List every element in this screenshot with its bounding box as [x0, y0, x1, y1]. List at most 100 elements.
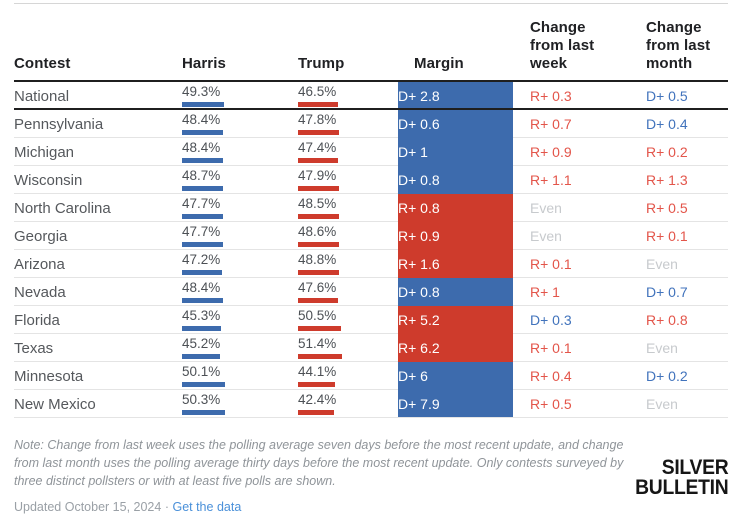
change-month-cell: R+ 0.5	[646, 194, 728, 222]
margin-badge: D+ 0.8	[398, 166, 513, 194]
get-the-data-link[interactable]: Get the data	[172, 499, 242, 514]
contest-name: Arizona	[14, 255, 65, 273]
change-week-value: R+ 0.1	[530, 256, 572, 272]
table-row: New Mexico 50.3% 42.4% D+ 7.9 R+ 0.5 Eve…	[14, 390, 728, 418]
table-row: National 49.3% 46.5% D+ 2.8 R+ 0.3 D+ 0.…	[14, 82, 728, 110]
trump-percentage: 47.6%	[298, 280, 337, 295]
harris-percentage: 50.1%	[182, 364, 221, 379]
change-month-cell: R+ 0.1	[646, 222, 728, 250]
table-row: Georgia 47.7% 48.6% R+ 0.9 Even R+ 0.1	[14, 222, 728, 250]
trump-cell: 51.4%	[298, 334, 398, 362]
change-week-value: R+ 1	[530, 284, 560, 300]
trump-bar	[298, 410, 334, 415]
change-month-value: D+ 0.5	[646, 88, 688, 104]
harris-bar	[182, 382, 225, 387]
silver-bulletin-logo: SILVER BULLETIN	[634, 456, 729, 499]
change-month-value: R+ 0.1	[646, 228, 688, 244]
harris-cell: 48.4%	[182, 278, 298, 306]
polling-table-widget: Contest Harris Trump Margin Change from …	[0, 3, 742, 517]
change-month-cell: Even	[646, 334, 728, 362]
change-month-cell: Even	[646, 250, 728, 278]
trump-percentage: 47.8%	[298, 112, 337, 127]
margin-value: R+ 1.6	[398, 256, 440, 272]
table-header: Contest Harris Trump Margin Change from …	[14, 4, 728, 82]
harris-cell: 45.2%	[182, 334, 298, 362]
margin-value: D+ 7.9	[398, 396, 440, 412]
change-week-value: Even	[530, 228, 562, 244]
change-month-value: D+ 0.7	[646, 284, 688, 300]
harris-cell: 48.4%	[182, 110, 298, 138]
logo-line-2: BULLETIN	[634, 475, 729, 499]
footer: Note: Change from last week uses the pol…	[14, 437, 728, 514]
margin-badge: D+ 7.9	[398, 390, 513, 418]
harris-bar	[182, 270, 222, 275]
table-row: Nevada 48.4% 47.6% D+ 0.8 R+ 1 D+ 0.7	[14, 278, 728, 306]
table-row: Florida 45.3% 50.5% R+ 5.2 D+ 0.3 R+ 0.8	[14, 306, 728, 334]
harris-cell: 48.4%	[182, 138, 298, 166]
table-row: Pennsylvania 48.4% 47.8% D+ 0.6 R+ 0.7 D…	[14, 110, 728, 138]
harris-bar	[182, 130, 223, 135]
trump-bar	[298, 382, 335, 387]
trump-percentage: 51.4%	[298, 336, 337, 351]
trump-bar	[298, 130, 339, 135]
trump-bar	[298, 214, 339, 219]
change-week-value: R+ 0.3	[530, 88, 572, 104]
harris-bar	[182, 242, 223, 247]
logo-line-1: SILVER	[661, 456, 728, 479]
margin-badge: R+ 0.9	[398, 222, 513, 250]
table-row: Arizona 47.2% 48.8% R+ 1.6 R+ 0.1 Even	[14, 250, 728, 278]
margin-value: D+ 1	[398, 144, 428, 160]
harris-bar	[182, 214, 223, 219]
change-month-cell: D+ 0.7	[646, 278, 728, 306]
column-header-margin: Margin	[414, 55, 464, 72]
harris-bar	[182, 410, 225, 415]
trump-percentage: 47.9%	[298, 168, 337, 183]
harris-percentage: 45.2%	[182, 336, 221, 351]
margin-value: R+ 5.2	[398, 312, 440, 328]
harris-cell: 50.3%	[182, 390, 298, 418]
change-week-cell: R+ 0.5	[513, 390, 646, 418]
harris-bar	[182, 326, 221, 331]
contest-name: Minnesota	[14, 367, 84, 385]
trump-cell: 47.4%	[298, 138, 398, 166]
change-week-value: R+ 0.4	[530, 368, 572, 384]
margin-badge: D+ 0.6	[398, 110, 513, 138]
trump-bar	[298, 186, 339, 191]
trump-bar	[298, 354, 342, 359]
trump-percentage: 48.8%	[298, 252, 337, 267]
change-week-cell: R+ 0.7	[513, 110, 646, 138]
contest-name: National	[14, 87, 70, 105]
trump-cell: 47.8%	[298, 110, 398, 138]
margin-value: D+ 0.8	[398, 284, 440, 300]
change-month-cell: D+ 0.2	[646, 362, 728, 390]
change-week-value: R+ 0.5	[530, 396, 572, 412]
updated-date: Updated October 15, 2024	[14, 499, 162, 514]
harris-percentage: 47.7%	[182, 196, 221, 211]
trump-percentage: 44.1%	[298, 364, 337, 379]
trump-percentage: 48.5%	[298, 196, 337, 211]
change-month-value: Even	[646, 396, 678, 412]
trump-bar	[298, 270, 339, 275]
margin-badge: D+ 6	[398, 362, 513, 390]
trump-cell: 47.6%	[298, 278, 398, 306]
change-week-cell: R+ 0.1	[513, 334, 646, 362]
trump-cell: 48.5%	[298, 194, 398, 222]
margin-badge: R+ 0.8	[398, 194, 513, 222]
harris-percentage: 47.2%	[182, 252, 221, 267]
change-week-value: D+ 0.3	[530, 312, 572, 328]
margin-badge: R+ 1.6	[398, 250, 513, 278]
harris-bar	[182, 158, 223, 163]
column-header-change-month: Change from last month	[646, 19, 711, 72]
margin-badge: D+ 2.8	[398, 82, 513, 110]
change-month-value: R+ 0.2	[646, 144, 688, 160]
margin-badge: R+ 6.2	[398, 334, 513, 362]
margin-value: D+ 6	[398, 368, 428, 384]
harris-cell: 47.2%	[182, 250, 298, 278]
harris-percentage: 48.4%	[182, 280, 221, 295]
change-month-cell: Even	[646, 390, 728, 418]
margin-value: R+ 0.8	[398, 200, 440, 216]
change-month-value: R+ 0.5	[646, 200, 688, 216]
margin-badge: R+ 5.2	[398, 306, 513, 334]
trump-percentage: 46.5%	[298, 84, 337, 99]
change-week-cell: R+ 0.9	[513, 138, 646, 166]
